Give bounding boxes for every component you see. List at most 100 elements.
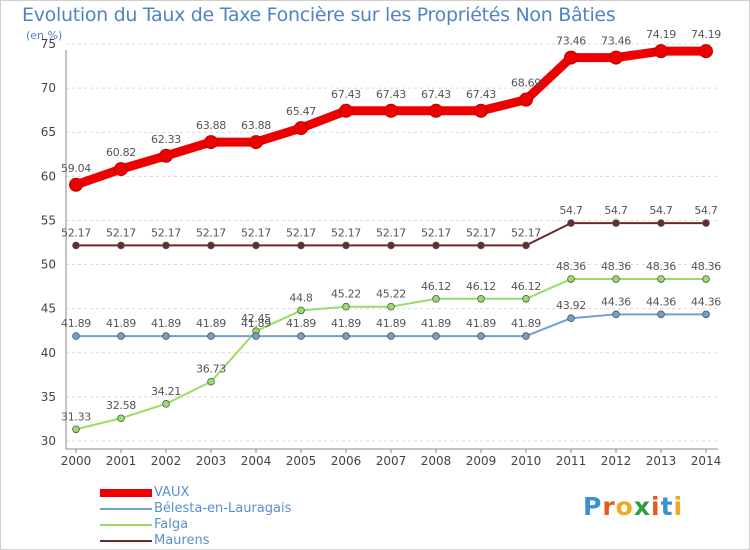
- legend-label: Bélesta-en-Lauragais: [154, 501, 292, 516]
- data-label: 46.12: [421, 280, 451, 293]
- y-tick-label: 40: [41, 346, 56, 360]
- legend-label: Falga: [154, 517, 189, 532]
- data-point: [159, 148, 173, 163]
- data-point: [342, 332, 350, 340]
- data-point: [162, 400, 170, 408]
- x-tick-label: 2011: [556, 454, 587, 468]
- data-point: [699, 44, 713, 59]
- y-tick-label: 55: [41, 213, 56, 227]
- data-point: [612, 310, 620, 319]
- data-label: 44.8: [289, 291, 313, 304]
- y-axis-unit-label: (en %): [26, 29, 63, 42]
- data-point: [654, 44, 668, 59]
- data-point: [429, 103, 443, 118]
- data-label: 54.7: [604, 204, 628, 217]
- data-point: [522, 332, 530, 340]
- data-label: 73.46: [556, 35, 586, 48]
- data-point: [432, 294, 440, 303]
- data-label: 41.89: [511, 317, 541, 330]
- x-tick-label: 2012: [601, 454, 632, 468]
- logo-letter: i: [673, 492, 684, 521]
- data-label: 48.36: [691, 260, 721, 273]
- y-tick-label: 60: [41, 169, 56, 183]
- data-point: [294, 121, 308, 136]
- x-tick-label: 2008: [421, 454, 452, 468]
- data-point: [477, 294, 485, 303]
- chart-title: Evolution du Taux de Taxe Foncière sur l…: [22, 4, 616, 26]
- data-point: [387, 302, 395, 311]
- data-label: 41.89: [286, 317, 316, 330]
- data-point: [384, 103, 398, 118]
- data-label: 48.36: [601, 260, 631, 273]
- legend-swatch: [100, 540, 152, 542]
- data-point: [72, 332, 80, 340]
- data-label: 67.43: [376, 88, 406, 101]
- series-line: [71, 46, 711, 190]
- x-tick-label: 2000: [61, 454, 92, 468]
- data-point: [252, 332, 260, 340]
- data-label: 54.7: [649, 204, 673, 217]
- data-label: 36.73: [196, 363, 226, 376]
- data-label: 52.17: [106, 226, 136, 239]
- data-point: [657, 275, 665, 283]
- data-label: 52.17: [151, 226, 181, 239]
- y-tick-label: 45: [41, 302, 56, 316]
- data-point: [339, 103, 353, 118]
- y-tick-label: 50: [41, 258, 56, 272]
- data-point: [522, 294, 530, 303]
- data-point: [207, 377, 215, 386]
- x-tick-label: 2006: [331, 454, 362, 468]
- logo-letter: t: [660, 492, 674, 521]
- data-point: [117, 241, 125, 250]
- data-label: 41.89: [331, 317, 361, 330]
- data-label: 46.12: [466, 280, 496, 293]
- data-point: [114, 162, 128, 177]
- data-label: 68.69: [511, 77, 541, 90]
- logo-letter: r: [602, 492, 616, 521]
- legend-swatch: [100, 524, 152, 526]
- data-point: [72, 425, 80, 434]
- data-point: [387, 241, 395, 250]
- data-point: [477, 241, 485, 250]
- legend-swatch: [100, 508, 152, 510]
- data-label: 41.89: [106, 317, 136, 330]
- x-tick-label: 2013: [646, 454, 677, 468]
- data-point: [297, 306, 305, 315]
- data-point: [702, 310, 710, 319]
- data-point: [162, 241, 170, 250]
- data-point: [474, 103, 488, 118]
- proxiti-logo: Proxiti: [583, 492, 683, 521]
- data-point: [657, 310, 665, 319]
- data-point: [252, 241, 260, 250]
- x-tick-label: 2002: [151, 454, 182, 468]
- data-point: [207, 332, 215, 340]
- y-tick-label: 75: [41, 37, 56, 51]
- data-label: 52.17: [511, 226, 541, 239]
- data-label: 42.45: [241, 312, 271, 325]
- data-label: 60.82: [106, 146, 136, 159]
- data-label: 43.92: [556, 299, 586, 312]
- data-label: 52.17: [331, 226, 361, 239]
- x-tick-label: 2003: [196, 454, 227, 468]
- data-label: 65.47: [286, 105, 316, 118]
- data-label: 59.04: [61, 162, 91, 175]
- data-point: [117, 332, 125, 340]
- legend-label: VAUX: [154, 485, 190, 500]
- data-label: 74.19: [646, 28, 676, 41]
- data-label: 44.36: [646, 295, 676, 308]
- y-tick-label: 30: [41, 434, 56, 448]
- data-label: 44.36: [691, 295, 721, 308]
- data-point: [522, 241, 530, 250]
- data-label: 41.89: [466, 317, 496, 330]
- data-point: [249, 135, 263, 150]
- data-label: 41.89: [196, 317, 226, 330]
- data-label: 41.89: [421, 317, 451, 330]
- logo-letter: i: [651, 492, 661, 521]
- data-label: 52.17: [286, 226, 316, 239]
- data-label: 45.22: [331, 288, 361, 301]
- data-point: [69, 177, 83, 192]
- data-point: [702, 275, 710, 283]
- data-point: [342, 302, 350, 311]
- data-label: 63.88: [196, 119, 226, 132]
- data-point: [204, 135, 218, 150]
